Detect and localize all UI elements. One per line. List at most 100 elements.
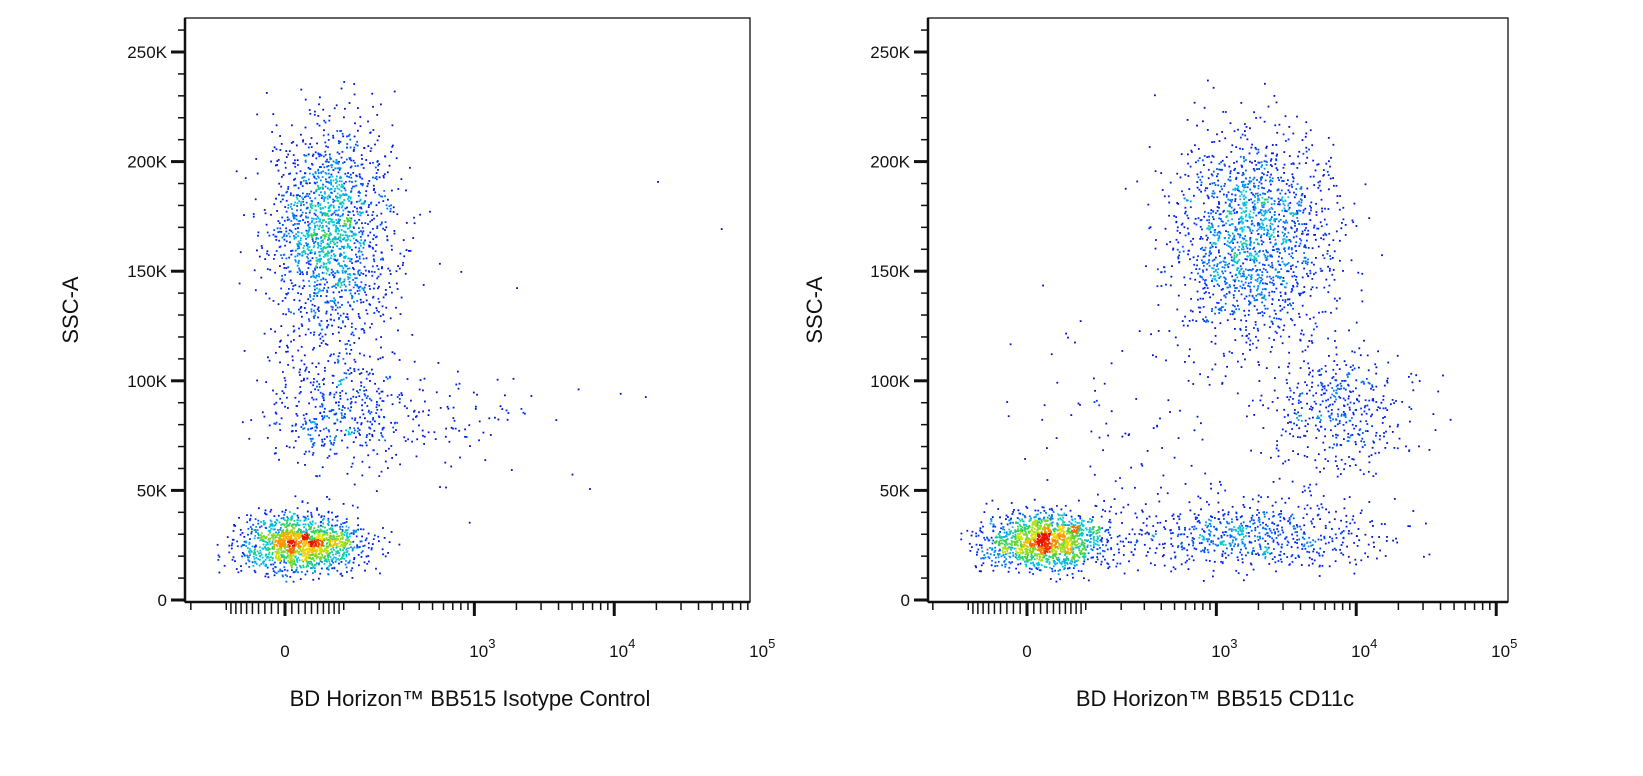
data-point — [287, 347, 289, 349]
data-point — [1097, 553, 1099, 555]
data-point — [445, 436, 447, 438]
data-point — [469, 522, 471, 524]
data-point — [348, 235, 350, 237]
data-point — [1093, 528, 1095, 530]
data-point — [276, 250, 278, 252]
data-point — [278, 303, 280, 305]
data-point — [263, 540, 265, 542]
data-point — [1043, 536, 1045, 538]
data-point — [273, 234, 275, 236]
data-point — [344, 326, 346, 328]
data-point — [347, 221, 349, 223]
data-point — [338, 140, 340, 142]
data-point — [295, 541, 297, 543]
data-point — [318, 514, 320, 516]
data-point — [1074, 518, 1076, 520]
data-point — [1014, 548, 1016, 550]
data-point — [300, 89, 302, 91]
data-point — [1025, 524, 1027, 526]
data-point — [313, 445, 315, 447]
data-point — [325, 197, 327, 199]
data-point — [342, 133, 344, 135]
data-point — [331, 560, 333, 562]
data-point — [337, 282, 339, 284]
data-point — [331, 166, 333, 168]
data-point — [299, 371, 301, 373]
data-point — [305, 172, 307, 174]
data-point — [382, 427, 384, 429]
data-point — [307, 225, 309, 227]
data-point — [353, 83, 355, 85]
data-point — [329, 563, 331, 565]
data-point — [368, 542, 370, 544]
data-point — [994, 547, 996, 549]
data-point — [452, 428, 454, 430]
data-point — [370, 147, 372, 149]
data-point — [341, 557, 343, 559]
data-point — [306, 183, 308, 185]
data-point — [285, 509, 287, 511]
data-point — [1079, 557, 1081, 559]
data-point — [304, 531, 306, 533]
data-point — [297, 292, 299, 294]
data-point — [377, 287, 379, 289]
data-point — [318, 363, 320, 365]
data-point — [327, 251, 329, 253]
data-point — [318, 205, 320, 207]
data-point — [1003, 554, 1005, 556]
data-point — [323, 120, 325, 122]
data-point — [349, 410, 351, 412]
data-point — [1078, 550, 1080, 552]
data-point — [972, 531, 974, 533]
data-point — [329, 154, 331, 156]
data-point — [317, 203, 319, 205]
data-point — [303, 204, 305, 206]
data-point — [358, 369, 360, 371]
data-point — [1125, 538, 1127, 540]
data-point — [310, 300, 312, 302]
data-point — [284, 162, 286, 164]
data-point — [1007, 516, 1009, 518]
data-point — [284, 526, 286, 528]
data-point — [399, 464, 401, 466]
data-point — [271, 537, 273, 539]
data-point — [358, 286, 360, 288]
data-point — [323, 198, 325, 200]
data-point — [287, 364, 289, 366]
data-point — [286, 523, 288, 525]
data-point — [318, 307, 320, 309]
data-point — [260, 552, 262, 554]
data-point — [300, 134, 302, 136]
data-point — [315, 418, 317, 420]
data-point — [335, 413, 337, 415]
data-point — [287, 541, 289, 543]
data-point — [1054, 528, 1056, 530]
data-point — [1093, 544, 1095, 546]
data-point — [330, 549, 332, 551]
data-point — [284, 560, 286, 562]
data-point — [325, 186, 327, 188]
data-point — [991, 560, 993, 562]
data-point — [1085, 556, 1087, 558]
data-point — [282, 199, 284, 201]
data-point — [335, 561, 337, 563]
data-point — [347, 273, 349, 275]
data-point — [267, 232, 269, 234]
data-point — [444, 462, 446, 464]
data-point — [290, 531, 292, 533]
data-point — [339, 340, 341, 342]
data-point — [257, 551, 259, 553]
data-point — [246, 521, 248, 523]
data-point — [335, 305, 337, 307]
data-point — [323, 129, 325, 131]
data-point — [297, 198, 299, 200]
data-point — [331, 567, 333, 569]
data-point — [371, 271, 373, 273]
data-point — [328, 511, 330, 513]
data-point — [278, 571, 280, 573]
data-point — [284, 406, 286, 408]
data-point — [324, 555, 326, 557]
data-point — [379, 573, 381, 575]
data-point — [324, 563, 326, 565]
data-point — [349, 268, 351, 270]
